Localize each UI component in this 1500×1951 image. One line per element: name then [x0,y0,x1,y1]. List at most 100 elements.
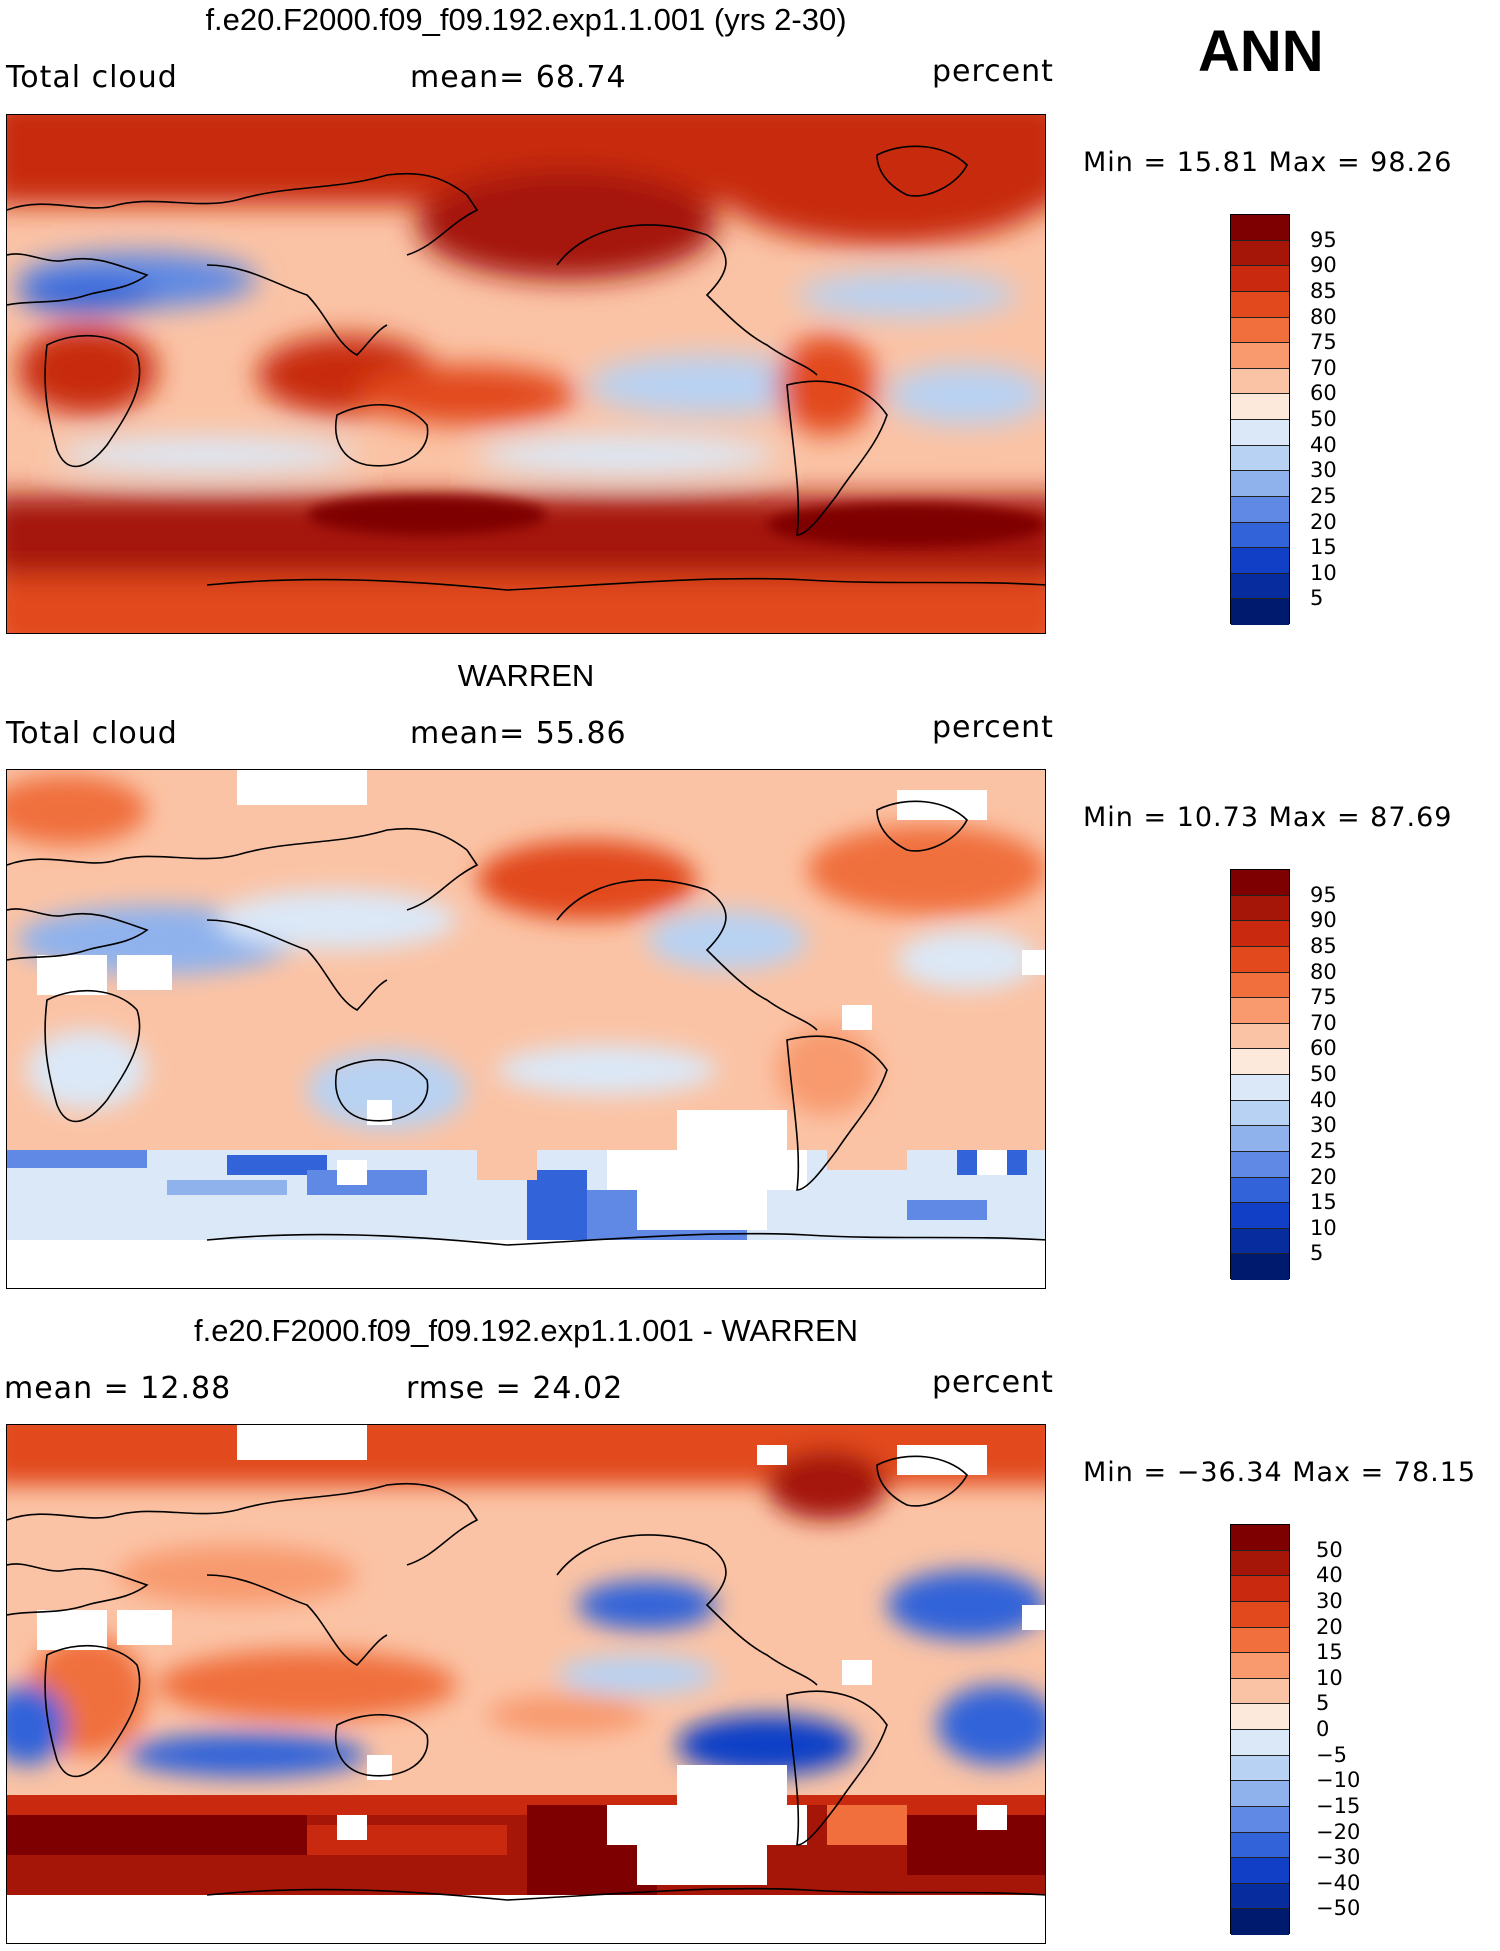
colorbar-tick-label: 50 [1310,407,1337,431]
colorbar-swatch [1231,522,1289,549]
colorbar-tick-label: 10 [1310,560,1337,585]
colorbar-tick-label: 10 [1316,1665,1343,1690]
colorbar-swatch [1231,215,1289,241]
colorbar-tick-label: 0 [1316,1717,1330,1741]
colorbar-tick-label: 70 [1310,355,1337,380]
colorbar-tick-label: 20 [1310,509,1337,534]
colorbar-swatch [1231,870,1289,896]
colorbar-tick-label: 15 [1310,1190,1337,1215]
colorbar-swatch [1231,496,1289,523]
colorbar-tick-label: −40 [1316,1870,1361,1895]
colorbar-tick-label: 40 [1310,432,1337,457]
colorbar-swatch [1231,1653,1289,1679]
colorbar-swatch [1231,1023,1289,1050]
colorbar-tick-label: −30 [1316,1845,1361,1870]
panel2-variable-label: Total cloud [6,716,178,751]
colorbar-tick-label: 95 [1310,227,1337,252]
panel1-coastlines [7,145,1045,591]
colorbar-tick-label: 15 [1316,1640,1343,1665]
panel3-missing-data [7,1425,1045,1943]
colorbar-swatch [1231,1806,1289,1833]
colorbar-swatch [1231,1100,1289,1127]
colorbar-swatch [1231,1576,1289,1602]
colorbar-swatch [1231,394,1289,420]
colorbar-tick-label: 5 [1310,586,1324,611]
colorbar-swatch [1231,1678,1289,1705]
colorbar-swatch [1231,1601,1289,1628]
colorbar-tick-label: −50 [1316,1896,1361,1921]
panel2-missing-data [7,770,1045,1288]
panel1-map [6,114,1046,634]
colorbar-tick-label: 50 [1316,1537,1343,1562]
colorbar-swatch [1231,1832,1289,1859]
colorbar-swatch [1231,1627,1289,1654]
colorbar-swatch [1231,240,1289,267]
panel2-map [6,769,1046,1289]
colorbar-swatch [1231,921,1289,947]
colorbar-swatch [1231,1177,1289,1204]
colorbar-tick-label: 30 [1310,1113,1337,1138]
colorbar-swatch [1231,420,1289,446]
panel2-colorbar [1230,869,1290,1280]
colorbar-tick-label: 90 [1310,253,1337,278]
colorbar-tick-label: 75 [1310,330,1337,355]
colorbar-tick-label: 40 [1310,1087,1337,1112]
colorbar-swatch [1231,1550,1289,1577]
colorbar-tick-label: 40 [1316,1563,1343,1588]
colorbar-tick-label: 80 [1310,304,1337,329]
panel3-mean-label: mean = 12.88 [4,1371,232,1406]
colorbar-swatch [1231,1126,1289,1152]
colorbar-tick-label: −15 [1316,1793,1361,1818]
colorbar-swatch [1231,445,1289,472]
colorbar-tick-label: 25 [1310,483,1337,508]
colorbar-swatch [1231,1228,1289,1255]
colorbar-swatch [1231,1755,1289,1782]
panel3-rmse-label: rmse = 24.02 [406,1371,624,1406]
panel2-title: WARREN [457,658,595,693]
colorbar-tick-label: 30 [1310,458,1337,483]
panel3-title: f.e20.F2000.f09_f09.192.exp1.1.001 - WAR… [193,1313,859,1348]
panel2-units-label: percent [932,710,1054,745]
colorbar-swatch [1231,1203,1289,1229]
colorbar-swatch [1231,1730,1289,1756]
colorbar-swatch [1231,266,1289,292]
colorbar-tick-label: 30 [1316,1588,1343,1613]
colorbar-tick-label: 70 [1310,1010,1337,1035]
colorbar-swatch [1231,1049,1289,1075]
panel2-minmax: Min = 10.73 Max = 87.69 [1083,802,1453,833]
colorbar-tick-label: −10 [1316,1768,1361,1793]
panel2-mean-label: mean= 55.86 [410,716,627,751]
colorbar-swatch [1231,946,1289,973]
colorbar-swatch [1231,1151,1289,1178]
colorbar-swatch [1231,1909,1289,1935]
colorbar-swatch [1231,1254,1289,1280]
colorbar-swatch [1231,998,1289,1024]
colorbar-tick-label: −5 [1316,1742,1347,1767]
colorbar-swatch [1231,599,1289,625]
season-label: ANN [1198,19,1324,84]
colorbar-tick-label: 85 [1310,278,1337,303]
panel1-variable-label: Total cloud [6,60,178,95]
colorbar-tick-label: 75 [1310,985,1337,1010]
colorbar-swatch [1231,1781,1289,1807]
colorbar-swatch [1231,343,1289,369]
panel3-colorbar [1230,1524,1290,1935]
colorbar-tick-label: 15 [1310,535,1337,560]
colorbar-tick-label: 5 [1316,1691,1330,1716]
colorbar-swatch [1231,1883,1289,1910]
panel1-colorbar [1230,214,1290,625]
colorbar-swatch [1231,1525,1289,1551]
colorbar-swatch [1231,1075,1289,1101]
colorbar-swatch [1231,548,1289,574]
colorbar-tick-label: 50 [1310,1062,1337,1086]
colorbar-tick-label: 90 [1310,908,1337,933]
colorbar-swatch [1231,972,1289,999]
colorbar-swatch [1231,895,1289,922]
colorbar-swatch [1231,317,1289,344]
panel3-minmax: Min = −36.34 Max = 78.15 [1083,1457,1477,1488]
panel2-coastlines [7,800,1045,1246]
panel3-map [6,1424,1046,1944]
colorbar-tick-label: 25 [1310,1138,1337,1163]
colorbar-tick-label: 60 [1310,381,1337,406]
colorbar-swatch [1231,573,1289,600]
